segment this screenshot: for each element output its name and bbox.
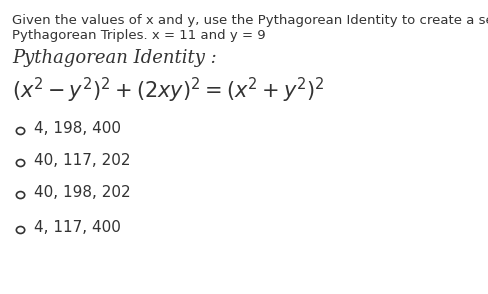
Text: 40, 117, 202: 40, 117, 202 xyxy=(35,153,131,168)
Text: 4, 198, 400: 4, 198, 400 xyxy=(35,121,122,136)
Text: 4, 117, 400: 4, 117, 400 xyxy=(35,220,122,235)
Text: 40, 198, 202: 40, 198, 202 xyxy=(35,185,131,200)
Text: Pythagorean Identity :: Pythagorean Identity : xyxy=(12,49,217,67)
Text: $(x^2 - y^2)^2 + (2xy)^2 = (x^2 + y^2)^2$: $(x^2 - y^2)^2 + (2xy)^2 = (x^2 + y^2)^2… xyxy=(12,76,325,105)
Text: Pythagorean Triples. x = 11 and y = 9: Pythagorean Triples. x = 11 and y = 9 xyxy=(12,29,265,42)
Text: Given the values of x and y, use the Pythagorean Identity to create a set of: Given the values of x and y, use the Pyt… xyxy=(12,14,488,28)
